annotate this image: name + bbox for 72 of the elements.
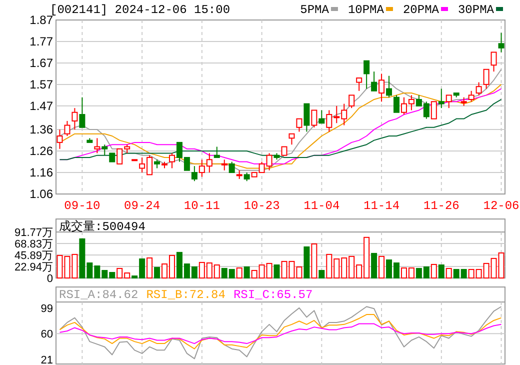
y-tick-label: 21	[40, 354, 53, 365]
candlestick	[490, 52, 497, 72]
candlestick	[221, 159, 228, 171]
candlestick	[79, 96, 86, 128]
candlestick	[498, 32, 504, 53]
text: RSI_C:65.57	[233, 288, 313, 302]
candlestick	[438, 88, 444, 109]
series-label: RSI_A:84.62	[59, 288, 138, 302]
legend-label: 5PMA	[300, 3, 330, 17]
candlestick	[393, 94, 400, 113]
legend-label: 30PMA	[458, 3, 495, 17]
bar	[438, 264, 444, 278]
legend-label: 10PMA	[348, 3, 385, 17]
x-tick-label: 09-24	[124, 199, 160, 213]
candlestick	[288, 133, 295, 146]
x-tick-label: 11-26	[423, 199, 460, 213]
y-tick-label: 1.06	[30, 187, 54, 201]
y-tick-label: 99	[40, 302, 53, 315]
candlestick	[483, 68, 490, 90]
candlestick	[311, 110, 318, 128]
bar	[371, 252, 378, 278]
bar	[274, 264, 280, 278]
y-tick-label: 45.89万	[14, 250, 53, 262]
y-tick-label: 22.94万	[14, 262, 53, 274]
y-tick-label: 1.47	[30, 98, 54, 113]
bar	[318, 270, 325, 278]
candlestick	[364, 60, 370, 90]
x-tick-label: 12-06	[483, 199, 520, 213]
bar	[154, 266, 160, 278]
candlestick	[214, 146, 220, 158]
x-tick-label: 10-23	[244, 199, 280, 213]
x-tick-label: 10-11	[184, 199, 220, 213]
text: RSI_B:72.84	[146, 288, 226, 302]
y-tick-label: 1.26	[30, 144, 54, 158]
line-series	[59, 314, 502, 350]
candlestick	[296, 118, 302, 132]
candlestick	[72, 108, 78, 130]
candlestick	[191, 166, 198, 182]
y-tick-label: 1.77	[30, 34, 54, 48]
y-tick-label: 1.36	[30, 122, 54, 137]
x-tick-label: 11-14	[364, 199, 400, 213]
candlestick	[476, 82, 482, 96]
bar	[304, 246, 310, 278]
candlestick	[304, 103, 310, 132]
y-tick-label: 0	[46, 273, 53, 285]
candlestick	[468, 90, 474, 102]
chart-title: 成交量:500494	[59, 219, 146, 234]
y-tick-label: 1.16	[30, 166, 54, 180]
candlestick	[371, 71, 378, 92]
bar	[244, 266, 250, 278]
candlestick	[228, 161, 235, 174]
candlestick	[64, 120, 70, 136]
y-tick-label: 1.57	[30, 77, 54, 92]
y-tick-label: 68.83万	[14, 238, 53, 250]
legend-label: 20PMA	[402, 3, 440, 17]
candlestick	[356, 78, 362, 92]
candlestick	[386, 75, 392, 98]
y-tick-label: 91.77万	[14, 227, 53, 239]
candlestick	[94, 138, 100, 154]
candlestick	[168, 152, 175, 169]
line-series	[59, 323, 502, 344]
candlestick	[446, 94, 452, 109]
candlestick	[102, 144, 108, 156]
candlestick	[430, 101, 437, 120]
x-tick-label: 09-10	[64, 199, 100, 213]
candlestick	[348, 94, 355, 109]
line-series	[59, 306, 502, 360]
y-tick-label: 1.67	[30, 56, 54, 70]
candlestick	[318, 110, 325, 124]
x-tick-label: 11-04	[304, 199, 340, 213]
y-tick-label: 60	[40, 328, 53, 341]
candlestick	[378, 73, 385, 102]
